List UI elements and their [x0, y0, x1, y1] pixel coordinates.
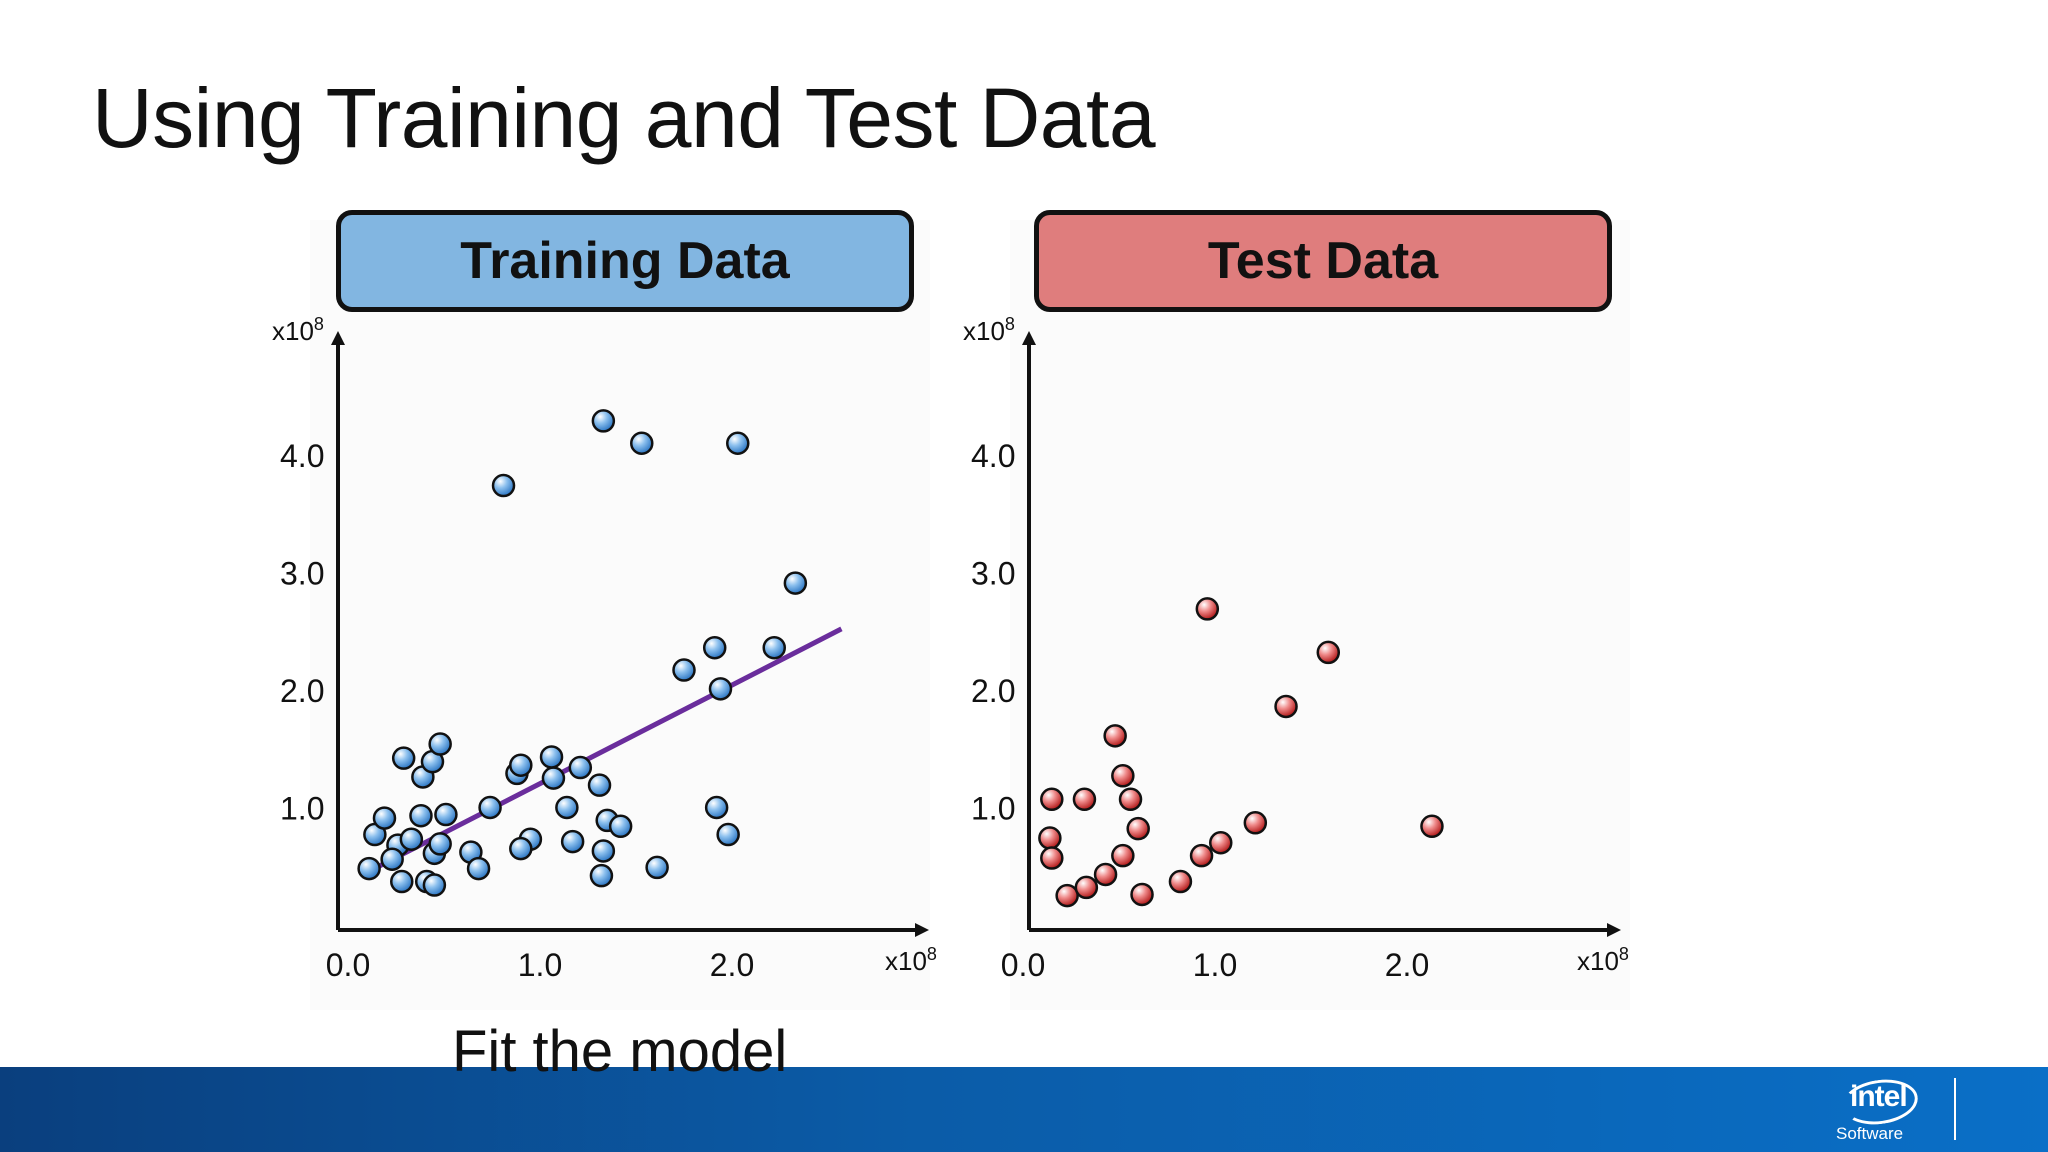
training-x-multiplier-label: x108 [885, 944, 937, 976]
test-data-header: Test Data [1034, 210, 1612, 312]
test-y-tick-label: 3.0 [971, 556, 1015, 592]
training-data-point [704, 795, 729, 820]
training-data-point [478, 795, 502, 820]
test-data-point [1055, 883, 1079, 908]
training-data-point [726, 431, 750, 455]
test-data-point [1168, 869, 1193, 894]
training-data-point [390, 869, 414, 894]
training-data-point [541, 766, 566, 790]
training-data-point [539, 745, 564, 769]
test-data-point [1074, 875, 1099, 900]
training-x-tick-label: 2.0 [710, 947, 754, 983]
training-x-tick-label: 1.0 [518, 947, 562, 983]
training-data-point [708, 677, 733, 701]
training-data-point [434, 802, 458, 827]
training-data-point [608, 814, 633, 839]
training-data-point [672, 658, 696, 682]
training-data-point [560, 829, 585, 854]
test-x-tick-label: 1.0 [1193, 947, 1237, 983]
fit-the-model-caption: Fit the model [452, 1019, 788, 1084]
training-y-tick-label: 3.0 [280, 556, 324, 592]
test-data-point [1189, 843, 1214, 868]
training-data-point [591, 839, 616, 863]
training-data-point [783, 571, 808, 595]
training-data-point [762, 635, 786, 660]
training-data-point [587, 773, 612, 797]
training-data-point [380, 847, 404, 871]
test-data-point [1072, 787, 1097, 812]
training-data-point [357, 856, 381, 881]
test-data-point [1126, 816, 1150, 841]
training-fit-line [364, 626, 843, 876]
training-data-point [509, 753, 533, 777]
training-data-point [568, 755, 593, 780]
test-data-point [1195, 597, 1220, 621]
training-data-point [422, 873, 447, 897]
training-data-point [555, 795, 579, 820]
test-data-point [1420, 814, 1444, 839]
test-y-tick-label: 1.0 [971, 791, 1015, 827]
test-data-point [1209, 831, 1233, 855]
training-data-point [645, 855, 669, 880]
test-data-point [1316, 640, 1341, 665]
training-y-tick-label: 2.0 [280, 673, 324, 709]
test-data-point [1103, 724, 1127, 748]
test-data-point [1130, 882, 1154, 907]
training-data-point [466, 856, 491, 881]
test-y-multiplier-label: x108 [963, 314, 1015, 346]
logo-divider [1954, 1078, 1956, 1140]
training-data-point [591, 409, 616, 433]
training-y-multiplier-label: x108 [272, 314, 324, 346]
training-y-tick-label: 1.0 [280, 791, 324, 827]
test-data-point [1040, 846, 1064, 870]
training-data-point [409, 803, 433, 828]
footer-bar [0, 1067, 2048, 1152]
intel-logo-subtext: Software [1836, 1124, 1904, 1143]
test-x-tick-label: 2.0 [1385, 947, 1429, 983]
test-x-tick-label: 0.0 [1001, 947, 1045, 983]
training-data-header: Training Data [336, 210, 914, 312]
test-data-point [1111, 764, 1135, 788]
test-x-multiplier-label: x108 [1577, 944, 1629, 976]
training-data-point [630, 431, 654, 455]
test-data-point [1118, 787, 1143, 812]
test-data-point [1040, 787, 1064, 812]
training-plot-background [310, 220, 930, 1010]
intel-logo: intel Software [1828, 1074, 1938, 1146]
training-data-point [428, 832, 452, 856]
training-data-point [589, 863, 614, 888]
test-y-tick-label: 4.0 [971, 438, 1015, 474]
test-data-point [1038, 826, 1062, 850]
training-y-tick-label: 4.0 [280, 438, 324, 474]
training-data-point [702, 635, 727, 660]
training-data-point [372, 806, 397, 830]
test-data-point [1093, 862, 1118, 887]
training-data-point [391, 746, 416, 770]
test-data-point [1274, 694, 1298, 719]
test-data-point [1111, 843, 1135, 868]
training-x-tick-label: 0.0 [326, 947, 370, 983]
training-data-point [509, 836, 533, 861]
training-data-point [716, 822, 740, 847]
intel-logo-word: intel [1850, 1080, 1908, 1113]
test-y-tick-label: 2.0 [971, 673, 1015, 709]
training-data-point [399, 827, 424, 851]
test-data-point [1243, 811, 1268, 835]
training-data-point [428, 732, 452, 756]
training-data-header-label: Training Data [460, 232, 790, 290]
slide-title: Using Training and Test Data [92, 71, 1156, 165]
training-data-point [491, 473, 516, 498]
test-data-header-label: Test Data [1207, 232, 1439, 290]
